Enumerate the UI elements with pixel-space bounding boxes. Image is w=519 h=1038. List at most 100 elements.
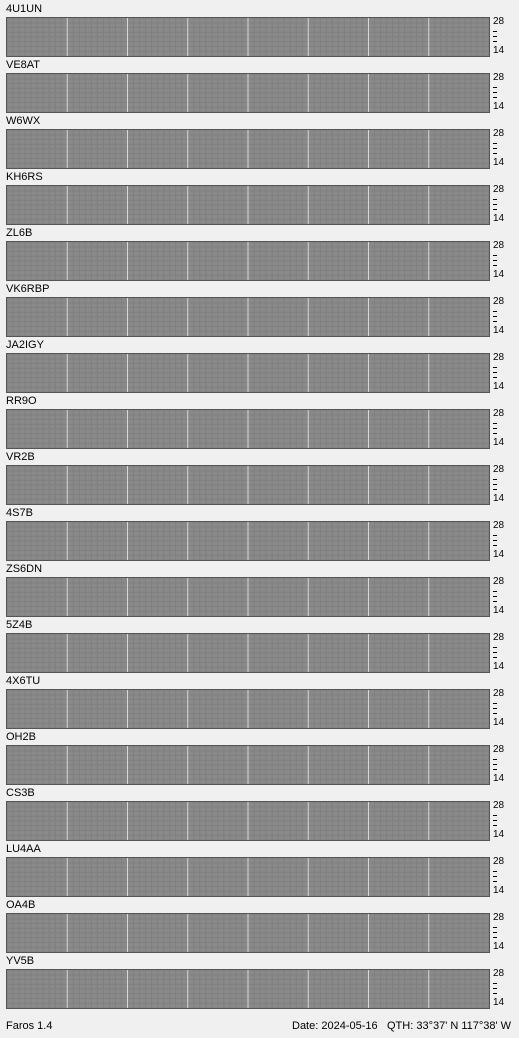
band-axis: 28 14 (493, 17, 517, 57)
propagation-grid (6, 521, 490, 561)
band-tick (493, 209, 497, 210)
band-tick (493, 423, 497, 424)
band-tick (493, 148, 497, 149)
beacon-callsign: W6WX (6, 115, 41, 127)
beacon-callsign: ZS6DN (6, 563, 43, 575)
band-axis: 28 14 (493, 689, 517, 729)
grid-cells (7, 970, 489, 1008)
band-tick (493, 377, 497, 378)
beacon-panel: 4S7B 28 14 (0, 506, 519, 562)
beacon-panel: YV5B 28 14 (0, 954, 519, 1010)
beacon-callsign: KH6RS (6, 171, 43, 183)
grid-cells (7, 298, 489, 336)
band-tick (493, 652, 497, 653)
beacon-panel: ZL6B 28 14 (0, 226, 519, 282)
band-tick (493, 932, 497, 933)
grid-cells (7, 242, 489, 280)
beacon-panel: VK6RBP 28 14 (0, 282, 519, 338)
band-tick (493, 433, 497, 434)
band-tick (493, 428, 497, 429)
beacon-panel: CS3B 28 14 (0, 786, 519, 842)
band-tick (493, 41, 497, 42)
band-axis: 28 14 (493, 73, 517, 113)
grid-cells (7, 802, 489, 840)
band-label-14: 14 (493, 717, 505, 728)
beacon-callsign: OA4B (6, 899, 36, 911)
band-tick (493, 993, 497, 994)
band-tick (493, 255, 497, 256)
grid-cells (7, 634, 489, 672)
band-label-28: 28 (493, 296, 505, 307)
grid-cells (7, 74, 489, 112)
band-axis: 28 14 (493, 857, 517, 897)
band-label-14: 14 (493, 997, 505, 1008)
beacon-panel: OH2B 28 14 (0, 730, 519, 786)
band-label-28: 28 (493, 744, 505, 755)
band-label-28: 28 (493, 464, 505, 475)
grid-cells (7, 130, 489, 168)
grid-cells (7, 858, 489, 896)
band-label-14: 14 (493, 381, 505, 392)
beacon-callsign: YV5B (6, 955, 35, 967)
beacon-panel: KH6RS 28 14 (0, 170, 519, 226)
beacon-callsign: 5Z4B (6, 619, 33, 631)
band-label-28: 28 (493, 240, 505, 251)
band-tick (493, 713, 497, 714)
band-tick (493, 316, 497, 317)
band-tick (493, 657, 497, 658)
band-tick (493, 759, 497, 760)
propagation-grid (6, 73, 490, 113)
propagation-grid (6, 801, 490, 841)
beacon-panel: OA4B 28 14 (0, 898, 519, 954)
grid-cells (7, 18, 489, 56)
beacon-callsign: 4S7B (6, 507, 33, 519)
band-axis: 28 14 (493, 633, 517, 673)
beacon-panel: 5Z4B 28 14 (0, 618, 519, 674)
beacon-panel: RR9O 28 14 (0, 394, 519, 450)
band-axis: 28 14 (493, 353, 517, 393)
beacon-callsign: JA2IGY (6, 339, 44, 351)
band-tick (493, 703, 497, 704)
propagation-grid (6, 745, 490, 785)
propagation-grid (6, 857, 490, 897)
band-tick (493, 881, 497, 882)
beacon-callsign: 4U1UN (6, 3, 43, 15)
beacon-callsign: CS3B (6, 787, 35, 799)
band-label-14: 14 (493, 605, 505, 616)
beacon-panel: W6WX 28 14 (0, 114, 519, 170)
band-label-28: 28 (493, 352, 505, 363)
band-tick (493, 143, 497, 144)
band-label-28: 28 (493, 688, 505, 699)
beacon-callsign: VK6RBP (6, 283, 50, 295)
band-label-14: 14 (493, 885, 505, 896)
band-tick (493, 199, 497, 200)
propagation-grid (6, 465, 490, 505)
band-tick (493, 764, 497, 765)
band-label-14: 14 (493, 269, 505, 280)
band-label-14: 14 (493, 213, 505, 224)
band-tick (493, 708, 497, 709)
band-tick (493, 321, 497, 322)
propagation-grid (6, 17, 490, 57)
band-axis: 28 14 (493, 801, 517, 841)
band-tick (493, 601, 497, 602)
band-tick (493, 31, 497, 32)
grid-cells (7, 354, 489, 392)
band-label-14: 14 (493, 101, 505, 112)
propagation-grid (6, 969, 490, 1009)
band-label-14: 14 (493, 493, 505, 504)
band-axis: 28 14 (493, 185, 517, 225)
band-label-28: 28 (493, 576, 505, 587)
band-tick (493, 937, 497, 938)
band-tick (493, 489, 497, 490)
band-tick (493, 311, 497, 312)
band-tick (493, 769, 497, 770)
band-tick (493, 871, 497, 872)
propagation-grid (6, 129, 490, 169)
band-label-14: 14 (493, 325, 505, 336)
band-axis: 28 14 (493, 409, 517, 449)
beacon-callsign: ZL6B (6, 227, 33, 239)
beacon-panel: ZS6DN 28 14 (0, 562, 519, 618)
band-label-28: 28 (493, 912, 505, 923)
beacon-panel: 4U1UN 28 14 (0, 2, 519, 58)
